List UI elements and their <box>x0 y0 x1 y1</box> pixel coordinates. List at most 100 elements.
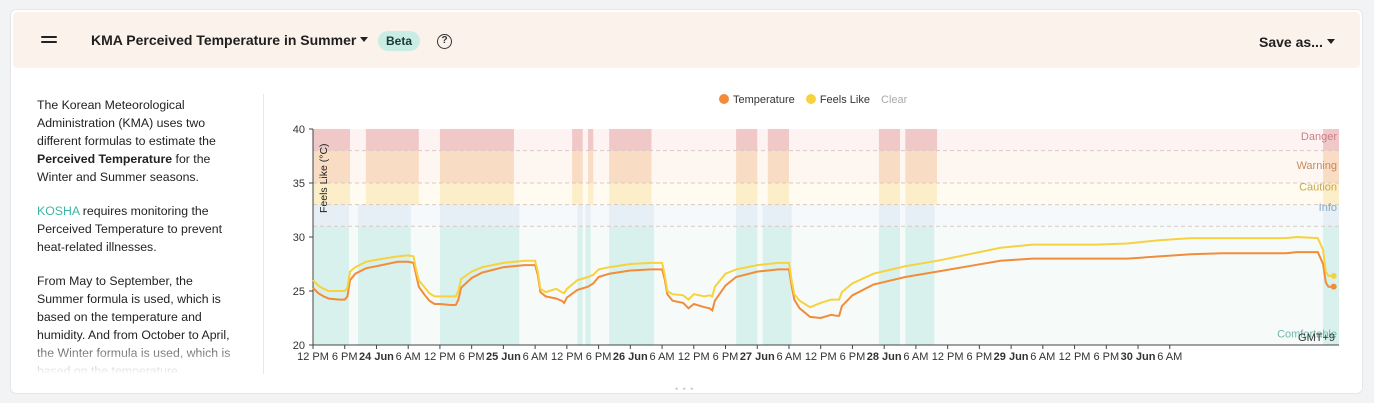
x-tick-label: 27 Jun <box>740 351 775 363</box>
description-paragraph: The Korean Meteorological Administration… <box>37 96 237 186</box>
info-shade <box>439 204 520 227</box>
x-tick-label: 12 PM <box>932 351 964 363</box>
x-tick-label: 30 Jun <box>1121 351 1156 363</box>
x-tick-label: 6 PM <box>586 351 612 363</box>
y-tick-label: 35 <box>293 178 305 190</box>
danger-shade <box>439 129 514 151</box>
legend-feels-like[interactable]: Feels Like <box>805 94 870 106</box>
danger-shade <box>767 129 789 151</box>
warning-shade <box>588 150 594 183</box>
danger-shade <box>588 129 594 151</box>
danger-shade <box>365 129 419 151</box>
x-tick-label: 6 PM <box>332 351 358 363</box>
series-end-point <box>1330 283 1337 290</box>
save-as-button[interactable]: Save as... <box>1259 34 1335 50</box>
x-tick-label: 6 AM <box>396 351 421 363</box>
band-label-danger: Danger <box>1301 131 1337 143</box>
resize-handle[interactable]: • • • <box>675 384 695 394</box>
info-shade <box>609 204 655 227</box>
danger-shade <box>609 129 652 151</box>
temperature-dot-icon <box>719 94 729 104</box>
help-icon[interactable]: ? <box>437 34 452 49</box>
info-shade <box>905 204 935 227</box>
warning-shade <box>572 150 583 183</box>
info-shade <box>1323 204 1339 227</box>
comfortable-shade <box>905 226 935 345</box>
danger-shade <box>878 129 901 151</box>
danger-shade <box>905 129 938 151</box>
band-bg-caution <box>313 183 1339 205</box>
chart-card: KMA Perceived Temperature in Summer Beta… <box>10 9 1363 394</box>
x-tick-label: 29 Jun <box>994 351 1029 363</box>
caution-shade <box>1323 183 1339 205</box>
x-tick-label: 12 PM <box>805 351 837 363</box>
series-line-temperature <box>312 251 1334 320</box>
x-tick-label: 12 PM <box>1059 351 1091 363</box>
comfortable-shade <box>878 226 901 345</box>
temperature-chart: Comfortable Info Caution Warning Danger 20 25 3… <box>293 124 1339 363</box>
comfortable-shade <box>609 226 655 345</box>
band-label-info: Info <box>1319 202 1337 214</box>
x-tick-label: 6 PM <box>459 351 485 363</box>
comfortable-shade <box>357 226 411 345</box>
caution-shade <box>313 183 351 205</box>
legend-label: Temperature <box>733 94 795 106</box>
chart-title-dropdown[interactable]: KMA Perceived Temperature in Summer <box>91 32 369 48</box>
x-tick-label: 6 PM <box>713 351 739 363</box>
x-tick-label: 25 Jun <box>486 351 521 363</box>
caution-shade <box>609 183 652 205</box>
caution-shade <box>588 183 594 205</box>
warning-shade <box>1323 150 1339 183</box>
x-tick-label: 6 PM <box>1093 351 1119 363</box>
description-text: The Korean Meteorological Administration… <box>37 98 216 148</box>
y-tick-label: 40 <box>293 124 305 136</box>
description-paragraph: KOSHA requires monitoring the Perceived … <box>37 202 237 256</box>
x-tick-label: 28 Jun <box>867 351 902 363</box>
legend-temperature[interactable]: Temperature <box>719 94 795 106</box>
legend-label: Feels Like <box>819 94 870 106</box>
info-shade <box>313 204 349 227</box>
x-tick-label: 6 AM <box>1157 351 1182 363</box>
y-tick-label: 25 <box>293 286 305 298</box>
info-shade <box>585 204 591 227</box>
warning-shade <box>313 150 351 183</box>
warning-shade <box>365 150 419 183</box>
caution-shade <box>439 183 514 205</box>
warning-shade <box>905 150 938 183</box>
save-as-label: Save as... <box>1259 34 1323 50</box>
kosha-link[interactable]: KOSHA <box>37 204 80 218</box>
info-shade <box>878 204 901 227</box>
warning-shade <box>878 150 901 183</box>
band-bg-danger <box>313 129 1339 151</box>
panel-divider <box>263 94 264 374</box>
clear-button[interactable]: Clear <box>881 94 908 106</box>
x-tick-label: 12 PM <box>297 351 329 363</box>
warning-shade <box>767 150 789 183</box>
beta-badge: Beta <box>378 31 421 51</box>
band-bg-info <box>313 204 1339 227</box>
x-tick-label: 24 Jun <box>359 351 394 363</box>
info-shade <box>577 204 583 227</box>
x-tick-label: 6 AM <box>1030 351 1055 363</box>
danger-shade <box>572 129 583 151</box>
chart-header: KMA Perceived Temperature in Summer Beta… <box>13 12 1360 68</box>
danger-shade <box>313 129 351 151</box>
band-label-comfortable: Comfortable <box>1277 328 1337 340</box>
danger-shade <box>1323 129 1339 151</box>
comfortable-shade <box>736 226 758 345</box>
x-tick-label: 6 AM <box>650 351 675 363</box>
chevron-down-icon <box>1326 39 1335 44</box>
x-tick-label: 6 AM <box>523 351 548 363</box>
description-panel: The Korean Meteorological Administration… <box>37 96 237 374</box>
chart-legend: Temperature Feels Like Clear <box>719 94 907 106</box>
x-tick-label: 6 AM <box>776 351 801 363</box>
y-tick-label: 30 <box>293 232 305 244</box>
warning-shade <box>736 150 758 183</box>
description-text: for the Winter and Summer seasons. <box>37 152 211 184</box>
x-tick-label: 6 PM <box>840 351 866 363</box>
menu-icon[interactable] <box>41 36 57 46</box>
comfortable-shade <box>439 226 520 345</box>
info-shade <box>357 204 411 227</box>
caution-shade <box>365 183 419 205</box>
timezone-label: GMT+9 <box>1298 332 1335 344</box>
